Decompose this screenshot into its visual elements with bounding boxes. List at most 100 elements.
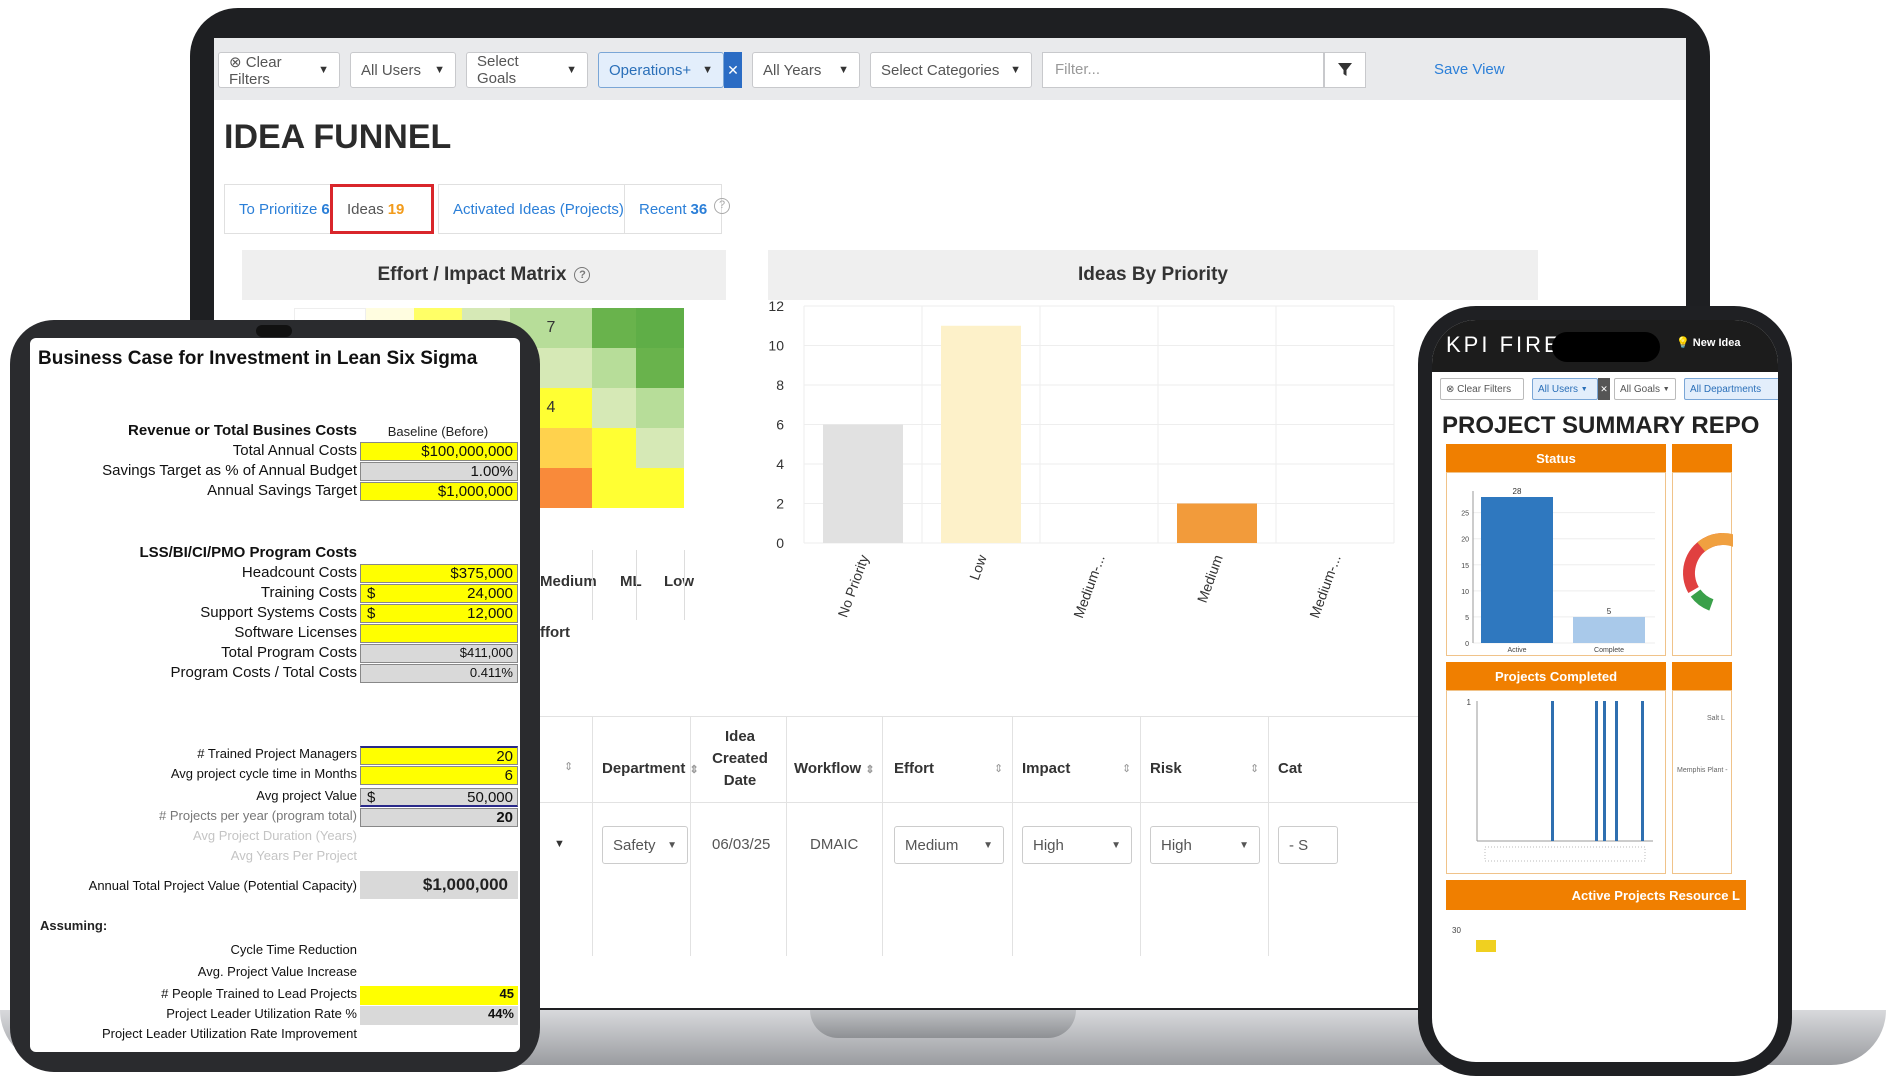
sort-icon[interactable]: ⇕ (994, 763, 1004, 775)
all-departments-dropdown[interactable]: All Departments (1684, 378, 1778, 400)
funnel-icon[interactable] (1324, 52, 1366, 88)
row-label: Cycle Time Reduction (230, 942, 357, 957)
chevron-down-icon: ▼ (667, 839, 677, 851)
input-cell[interactable]: 20 (360, 746, 518, 765)
filter-input[interactable]: Filter... (1042, 52, 1324, 88)
y-tick-label: 25 (1461, 511, 1469, 518)
select-goals-dropdown[interactable]: Select Goals ▼ (466, 52, 588, 88)
input-cell[interactable]: $375,000 (360, 564, 518, 583)
matrix-cell[interactable] (592, 468, 636, 508)
tablet-camera (256, 325, 292, 337)
category-select[interactable]: - S (1278, 826, 1338, 864)
input-cell[interactable] (360, 624, 518, 643)
filter-toolbar: ⊗ Clear Filters ▼ All Users ▼ Select Goals… (214, 38, 1686, 100)
y-tick-label: 5 (1465, 615, 1469, 622)
effort-select[interactable]: Medium ▼ (894, 826, 1004, 864)
all-users-dropdown[interactable]: All Users ▼ (1532, 378, 1598, 400)
row-label: Training Costs (260, 584, 357, 601)
workflow-value: DMAIC (810, 836, 859, 853)
impact-select[interactable]: High ▼ (1022, 826, 1132, 864)
row-label: Project Leader Utilization Rate Improvem… (101, 1026, 357, 1041)
input-cell[interactable]: $1,000,000 (360, 482, 518, 501)
bar[interactable] (941, 325, 1021, 543)
matrix-cell[interactable] (592, 308, 636, 348)
chevron-down-icon: ▼ (1111, 839, 1121, 851)
chevron-down-icon[interactable]: ▼ (554, 838, 565, 850)
remove-filter-icon[interactable]: ✕ (1598, 378, 1610, 400)
new-idea-button[interactable]: 💡 New Idea (1676, 337, 1741, 349)
input-cell[interactable]: $100,000,000 (360, 442, 518, 461)
business-case-title: Business Case for Investment in Lean Six… (38, 348, 478, 369)
bar[interactable] (823, 424, 903, 544)
input-cell[interactable]: $50,000 (360, 788, 518, 807)
column-header-risk[interactable]: Risk (1150, 760, 1182, 777)
status-card-header: Status (1446, 444, 1666, 472)
help-icon[interactable]: ? (714, 198, 730, 214)
status-bar[interactable] (1573, 616, 1645, 643)
input-cell[interactable]: 1.00% (360, 462, 518, 481)
save-view-link[interactable]: Save View (1434, 61, 1505, 78)
status-chart: 0 5 10 15 20 25 28 Active 5 Complete (1461, 487, 1655, 654)
chevron-down-icon: ▼ (1580, 385, 1588, 393)
section-heading: LSS/BI/CI/PMO Program Costs (139, 544, 357, 561)
column-header-workflow[interactable]: Workflow ⇕ (794, 760, 875, 777)
matrix-col-label: ML (620, 573, 642, 590)
input-cell[interactable]: 20 (360, 808, 518, 827)
column-header-idea-created-date[interactable]: Idea Created Date (712, 728, 768, 789)
tab-ideas[interactable]: Ideas 19 (330, 184, 434, 234)
row-label: Total Annual Costs (232, 442, 357, 459)
matrix-cell[interactable] (636, 468, 684, 508)
bar[interactable] (1177, 503, 1257, 544)
matrix-cell[interactable] (636, 308, 684, 348)
all-years-dropdown[interactable]: All Years ▼ (752, 52, 860, 88)
ideas-by-priority-chart: 0 2 4 6 8 10 12 No Priority Low Medium-... Medium M… (768, 298, 1395, 621)
sort-icon[interactable]: ⇕ (1250, 763, 1260, 775)
resource-bar (1476, 940, 1496, 952)
all-users-dropdown[interactable]: All Users ▼ (350, 52, 456, 88)
column-header-impact[interactable]: Impact (1022, 760, 1071, 777)
potential-capacity-value: $1,000,000 (360, 871, 518, 899)
all-goals-dropdown[interactable]: All Goals ▼ (1614, 378, 1676, 400)
y-tick-label: 4 (776, 456, 784, 472)
select-categories-dropdown[interactable]: Select Categories ▼ (870, 52, 1032, 88)
matrix-cell[interactable] (636, 348, 684, 388)
sort-icon[interactable]: ⇕ (564, 761, 574, 773)
matrix-cell[interactable] (592, 428, 636, 468)
department-select[interactable]: Safety ▼ (602, 826, 688, 864)
clear-filters-button[interactable]: ⊗ Clear Filters ▼ (218, 52, 340, 88)
input-cell[interactable]: $411,000 (360, 644, 518, 663)
help-icon[interactable]: ? (574, 267, 591, 283)
matrix-cell[interactable] (636, 388, 684, 428)
status-bar[interactable] (1481, 497, 1553, 643)
input-cell[interactable]: $24,000 (360, 584, 518, 603)
matrix-cell[interactable] (592, 348, 636, 388)
column-header-department[interactable]: Department ⇕ (602, 760, 699, 777)
x-tick-label: Medium-... (1070, 553, 1108, 621)
tab-to-prioritize[interactable]: To Prioritize 6 (224, 184, 345, 234)
input-cell[interactable]: $12,000 (360, 604, 518, 623)
row-label: Savings Target as % of Annual Budget (102, 462, 357, 479)
matrix-cell[interactable] (636, 428, 684, 468)
clear-filters-button[interactable]: ⊗ Clear Filters (1440, 378, 1524, 400)
column-header-effort[interactable]: Effort (894, 760, 934, 777)
chart-header: Ideas By Priority (768, 250, 1538, 300)
tab-recent[interactable]: Recent 36 (624, 184, 723, 234)
row-label: Avg project cycle time in Months (170, 766, 357, 781)
sort-icon[interactable]: ⇕ (1122, 763, 1132, 775)
input-cell[interactable]: 0.411% (360, 664, 518, 683)
column-header-category[interactable]: Cat (1278, 760, 1303, 777)
input-cell[interactable]: 6 (360, 766, 518, 785)
remove-filter-icon[interactable]: ✕ (724, 52, 742, 88)
assuming-label: Assuming: (40, 918, 108, 933)
y-tick-label: 0 (776, 535, 784, 551)
operations-dropdown[interactable]: Operations+ ▼ (598, 52, 724, 88)
x-tick-label: Complete (1594, 647, 1624, 654)
input-cell[interactable]: 44% (360, 1006, 518, 1025)
row-label: Annual Total Project Value (Potential Ca… (88, 878, 357, 893)
chevron-down-icon: ▼ (1662, 385, 1670, 393)
matrix-cell[interactable] (592, 388, 636, 428)
input-cell[interactable]: 45 (360, 986, 518, 1005)
risk-select[interactable]: High ▼ (1150, 826, 1260, 864)
tab-activated-ideas[interactable]: Activated Ideas (Projects)0 (438, 184, 652, 234)
x-tick-label: Medium-... (1306, 553, 1344, 621)
